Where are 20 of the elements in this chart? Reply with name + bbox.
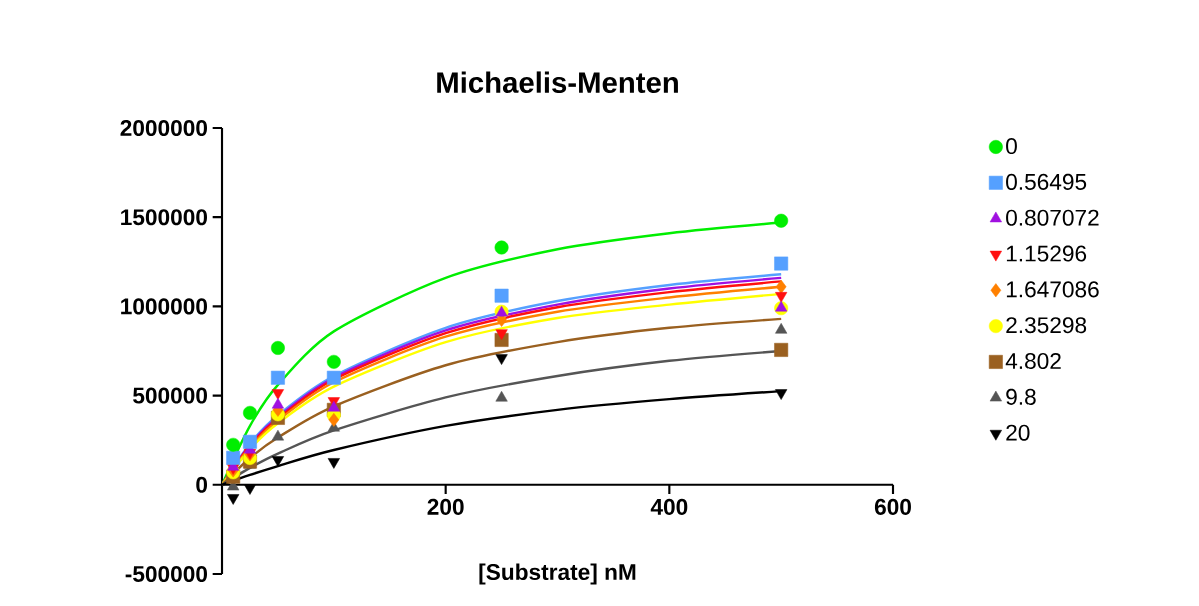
legend-label: 0 [1006, 138, 1017, 155]
y-tick-label: -500000 [125, 565, 208, 583]
legend-label: 9.8 [1006, 388, 1036, 405]
x-tick-label: 400 [650, 498, 688, 515]
legend-label: 1.15296 [1006, 245, 1087, 262]
y-tick-label: 0 [196, 476, 208, 493]
x-axis-title: [Substrate] nM [479, 563, 636, 585]
legend-label: 0.807072 [1006, 209, 1099, 226]
legend-label: 4.802 [1005, 353, 1061, 370]
legend-label: 0.56495 [1006, 173, 1087, 190]
x-tick-label: 200 [427, 498, 464, 515]
y-tick-label: 2000000 [120, 119, 208, 137]
legend-label: 1.647086 [1006, 281, 1099, 298]
x-tick-label: 600 [874, 498, 911, 515]
legend-label: 20 [1006, 424, 1030, 441]
legend-label: 2.35298 [1006, 317, 1087, 334]
y-tick-label: 1500000 [121, 209, 208, 226]
y-tick-label: 1000000 [121, 298, 208, 315]
chart-title: Michaelis-Menten [437, 71, 678, 93]
y-tick-label: 500000 [133, 387, 208, 404]
